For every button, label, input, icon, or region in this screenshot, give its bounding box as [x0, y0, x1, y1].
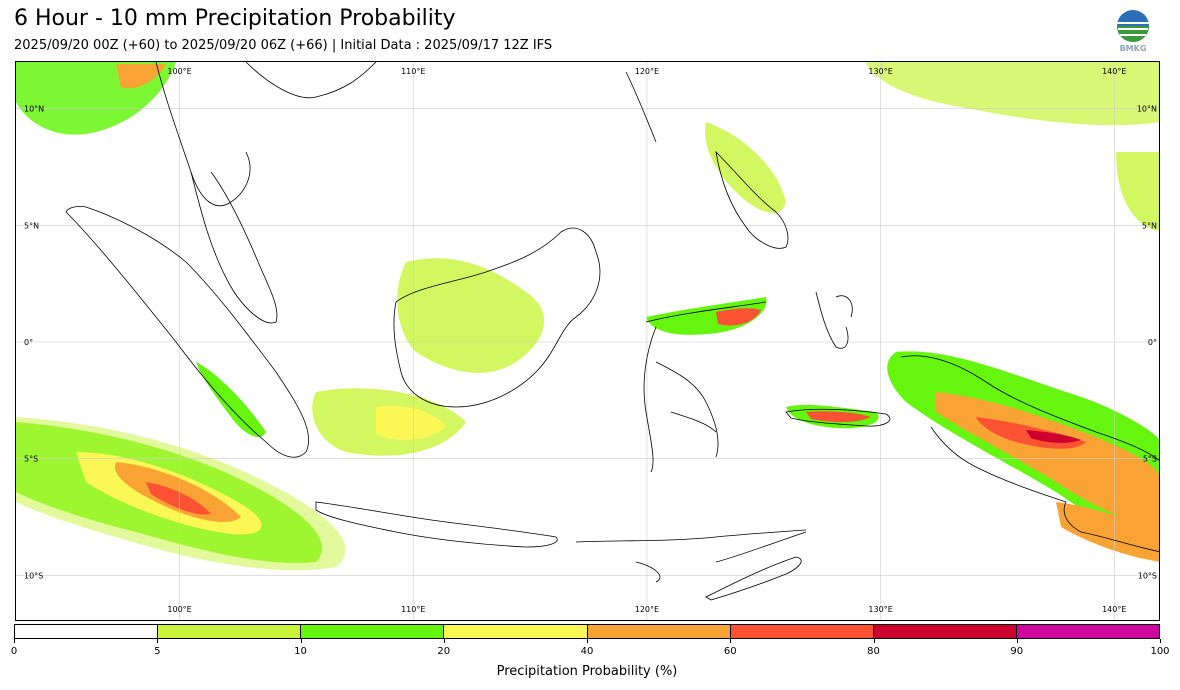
- longitude-labels-bottom: 100°E 110°E 120°E 130°E 140°E: [167, 605, 1126, 614]
- coast-mainland-asia: [155, 62, 377, 207]
- coast-java: [315, 501, 558, 548]
- colorbar-segment-6: [873, 625, 1017, 638]
- latitude-label: 0°: [24, 338, 33, 347]
- colorbar-tick-label: 10: [294, 646, 307, 657]
- longitude-labels-top: 100°E 110°E 120°E 130°E 140°E: [167, 67, 1126, 76]
- latitude-label: 5°N: [1142, 221, 1157, 230]
- globe-icon: [1117, 10, 1149, 42]
- coast-halmahera: [815, 291, 853, 349]
- longitude-label: 100°E: [167, 67, 191, 76]
- colorbar-tick: 60: [715, 639, 745, 657]
- colorbar-tick-label: 100: [1150, 646, 1170, 657]
- longitude-label: 140°E: [1102, 605, 1126, 614]
- precip-area-papua-south: [1056, 502, 1159, 562]
- page-title: 6 Hour - 10 mm Precipitation Probability: [14, 6, 456, 31]
- colorbar-ticks: 0 5 10 20 40 60 80 90 100: [11, 639, 1170, 659]
- coast-borneo: [393, 227, 601, 408]
- map-panel: 100°E 110°E 120°E 130°E 140°E 100°E 110°E 120°…: [15, 61, 1160, 621]
- precip-area-borneo: [397, 258, 545, 373]
- colorbar-tick-label: 80: [867, 646, 880, 657]
- latitude-label: 10°N: [24, 105, 44, 114]
- coast-sulawesi: [643, 301, 767, 473]
- coastlines: [65, 62, 1159, 601]
- latitude-label: 5°S: [1143, 455, 1157, 464]
- colorbar-segment-2: [301, 625, 445, 638]
- precip-area-java-sea-core: [376, 405, 446, 441]
- logo-text: BMKG: [1119, 44, 1147, 53]
- colorbar-tick: 20: [429, 639, 459, 657]
- coast-papua: [900, 355, 1159, 552]
- colorbar-tick: 40: [572, 639, 602, 657]
- bmkg-logo: [1112, 8, 1154, 56]
- longitude-label: 100°E: [167, 605, 191, 614]
- longitude-label: 130°E: [868, 605, 892, 614]
- latitude-labels-right: 10°N 5°N 0° 5°S 10°S: [1137, 105, 1157, 581]
- colorbar-segment-4: [587, 625, 731, 638]
- colorbar-segment-1: [158, 625, 302, 638]
- precip-area-sulawesi-core: [716, 308, 761, 326]
- colorbar-tick-label: 0: [10, 646, 18, 657]
- colorbar-tick: 100: [1145, 639, 1175, 657]
- latitude-label: 0°: [1148, 338, 1157, 347]
- colorbar-tick-label: 5: [154, 646, 161, 657]
- precip-area-sumatra-coast: [196, 362, 266, 437]
- coast-philippines: [625, 71, 789, 249]
- colorbar-segment-0: [15, 625, 159, 638]
- page-subtitle: 2025/09/20 00Z (+60) to 2025/09/20 06Z (…: [14, 38, 553, 53]
- coast-malay-peninsula: [190, 171, 278, 324]
- map-svg: 100°E 110°E 120°E 130°E 140°E 100°E 110°E 120°…: [16, 62, 1159, 620]
- latitude-label: 10°S: [1138, 571, 1157, 580]
- colorbar-tick-label: 60: [723, 646, 737, 657]
- precip-area-pacific-east: [1116, 152, 1159, 232]
- latitude-label: 10°N: [1137, 105, 1157, 114]
- colorbar-tick: 90: [1002, 639, 1032, 657]
- colorbar-tick-label: 20: [437, 646, 451, 657]
- latitude-label: 5°N: [24, 221, 39, 230]
- latitude-labels-left: 10°N 5°N 0° 5°S 10°S: [24, 105, 44, 581]
- precip-area-north-west-core: [116, 64, 166, 89]
- longitude-label: 140°E: [1102, 67, 1126, 76]
- colorbar-segment-5: [730, 625, 874, 638]
- precip-shading: [16, 62, 1159, 571]
- colorbar-tick: 5: [142, 639, 172, 657]
- precip-area-philippines: [705, 122, 786, 213]
- latitude-label: 10°S: [24, 571, 43, 580]
- colorbar: [14, 624, 1160, 639]
- coast-seram: [785, 408, 891, 427]
- colorbar-tick: 80: [859, 639, 889, 657]
- longitude-label: 110°E: [401, 67, 425, 76]
- coast-sumatra: [65, 205, 310, 458]
- colorbar-tick-label: 90: [1010, 646, 1024, 657]
- coast-timor: [705, 556, 802, 601]
- colorbar-tick: 10: [286, 639, 316, 657]
- precip-area-maluku-core: [806, 411, 871, 423]
- longitude-label: 120°E: [635, 605, 659, 614]
- colorbar-segment-7: [1016, 625, 1159, 638]
- precip-area-papua-peak: [1026, 430, 1081, 443]
- colorbar-segment-3: [444, 625, 588, 638]
- longitude-label: 120°E: [635, 67, 659, 76]
- graticule: [16, 62, 1159, 620]
- colorbar-tick: 0: [0, 639, 29, 657]
- longitude-label: 130°E: [868, 67, 892, 76]
- colorbar-label: Precipitation Probability (%): [496, 664, 678, 679]
- precip-area-indian-ocean-peak: [146, 482, 211, 515]
- colorbar-tick-label: 40: [580, 646, 594, 657]
- latitude-label: 5°S: [24, 455, 38, 464]
- coast-lesser-sunda: [575, 529, 807, 583]
- longitude-label: 110°E: [401, 605, 425, 614]
- precip-area-pacific-north: [866, 62, 1159, 126]
